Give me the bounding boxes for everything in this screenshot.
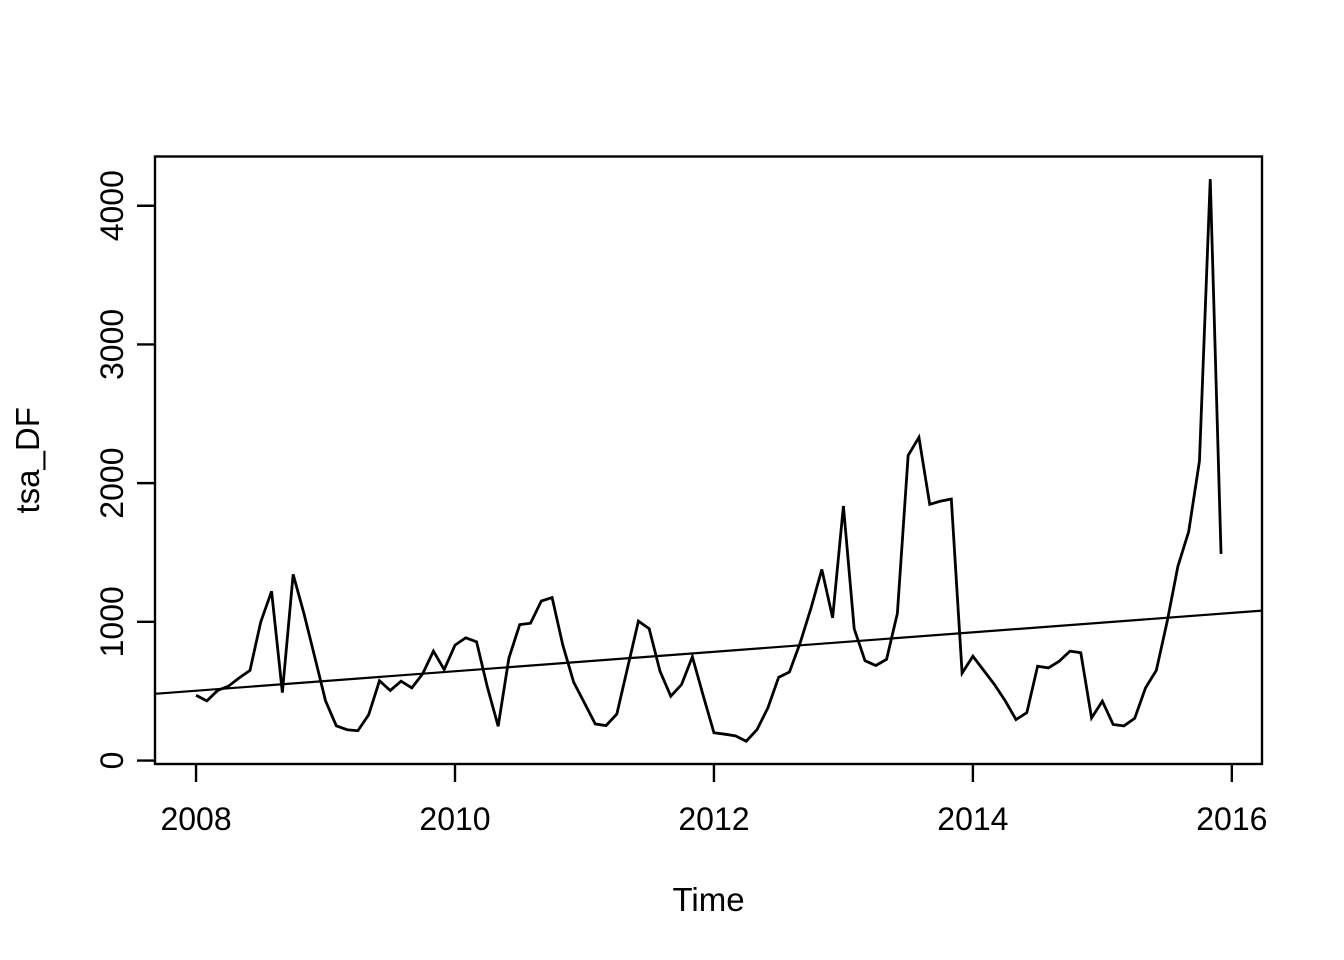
x-axis-title: Time <box>672 881 744 918</box>
x-tick-label: 2014 <box>937 801 1008 837</box>
trend-line <box>154 609 1263 695</box>
y-axis-title: tsa_DF <box>9 407 46 513</box>
x-tick-label: 2008 <box>160 801 231 837</box>
x-tick-label: 2010 <box>419 801 490 837</box>
y-tick-label: 2000 <box>94 448 130 519</box>
y-tick-label: 3000 <box>94 309 130 380</box>
x-tick-label: 2016 <box>1196 801 1267 837</box>
data-series-line <box>195 179 1223 743</box>
plot-box <box>153 155 1264 766</box>
x-tick-label: 2012 <box>678 801 749 837</box>
y-tick-label: 1000 <box>94 586 130 657</box>
y-tick-label: 4000 <box>94 170 130 241</box>
y-tick-label: 0 <box>94 752 130 770</box>
